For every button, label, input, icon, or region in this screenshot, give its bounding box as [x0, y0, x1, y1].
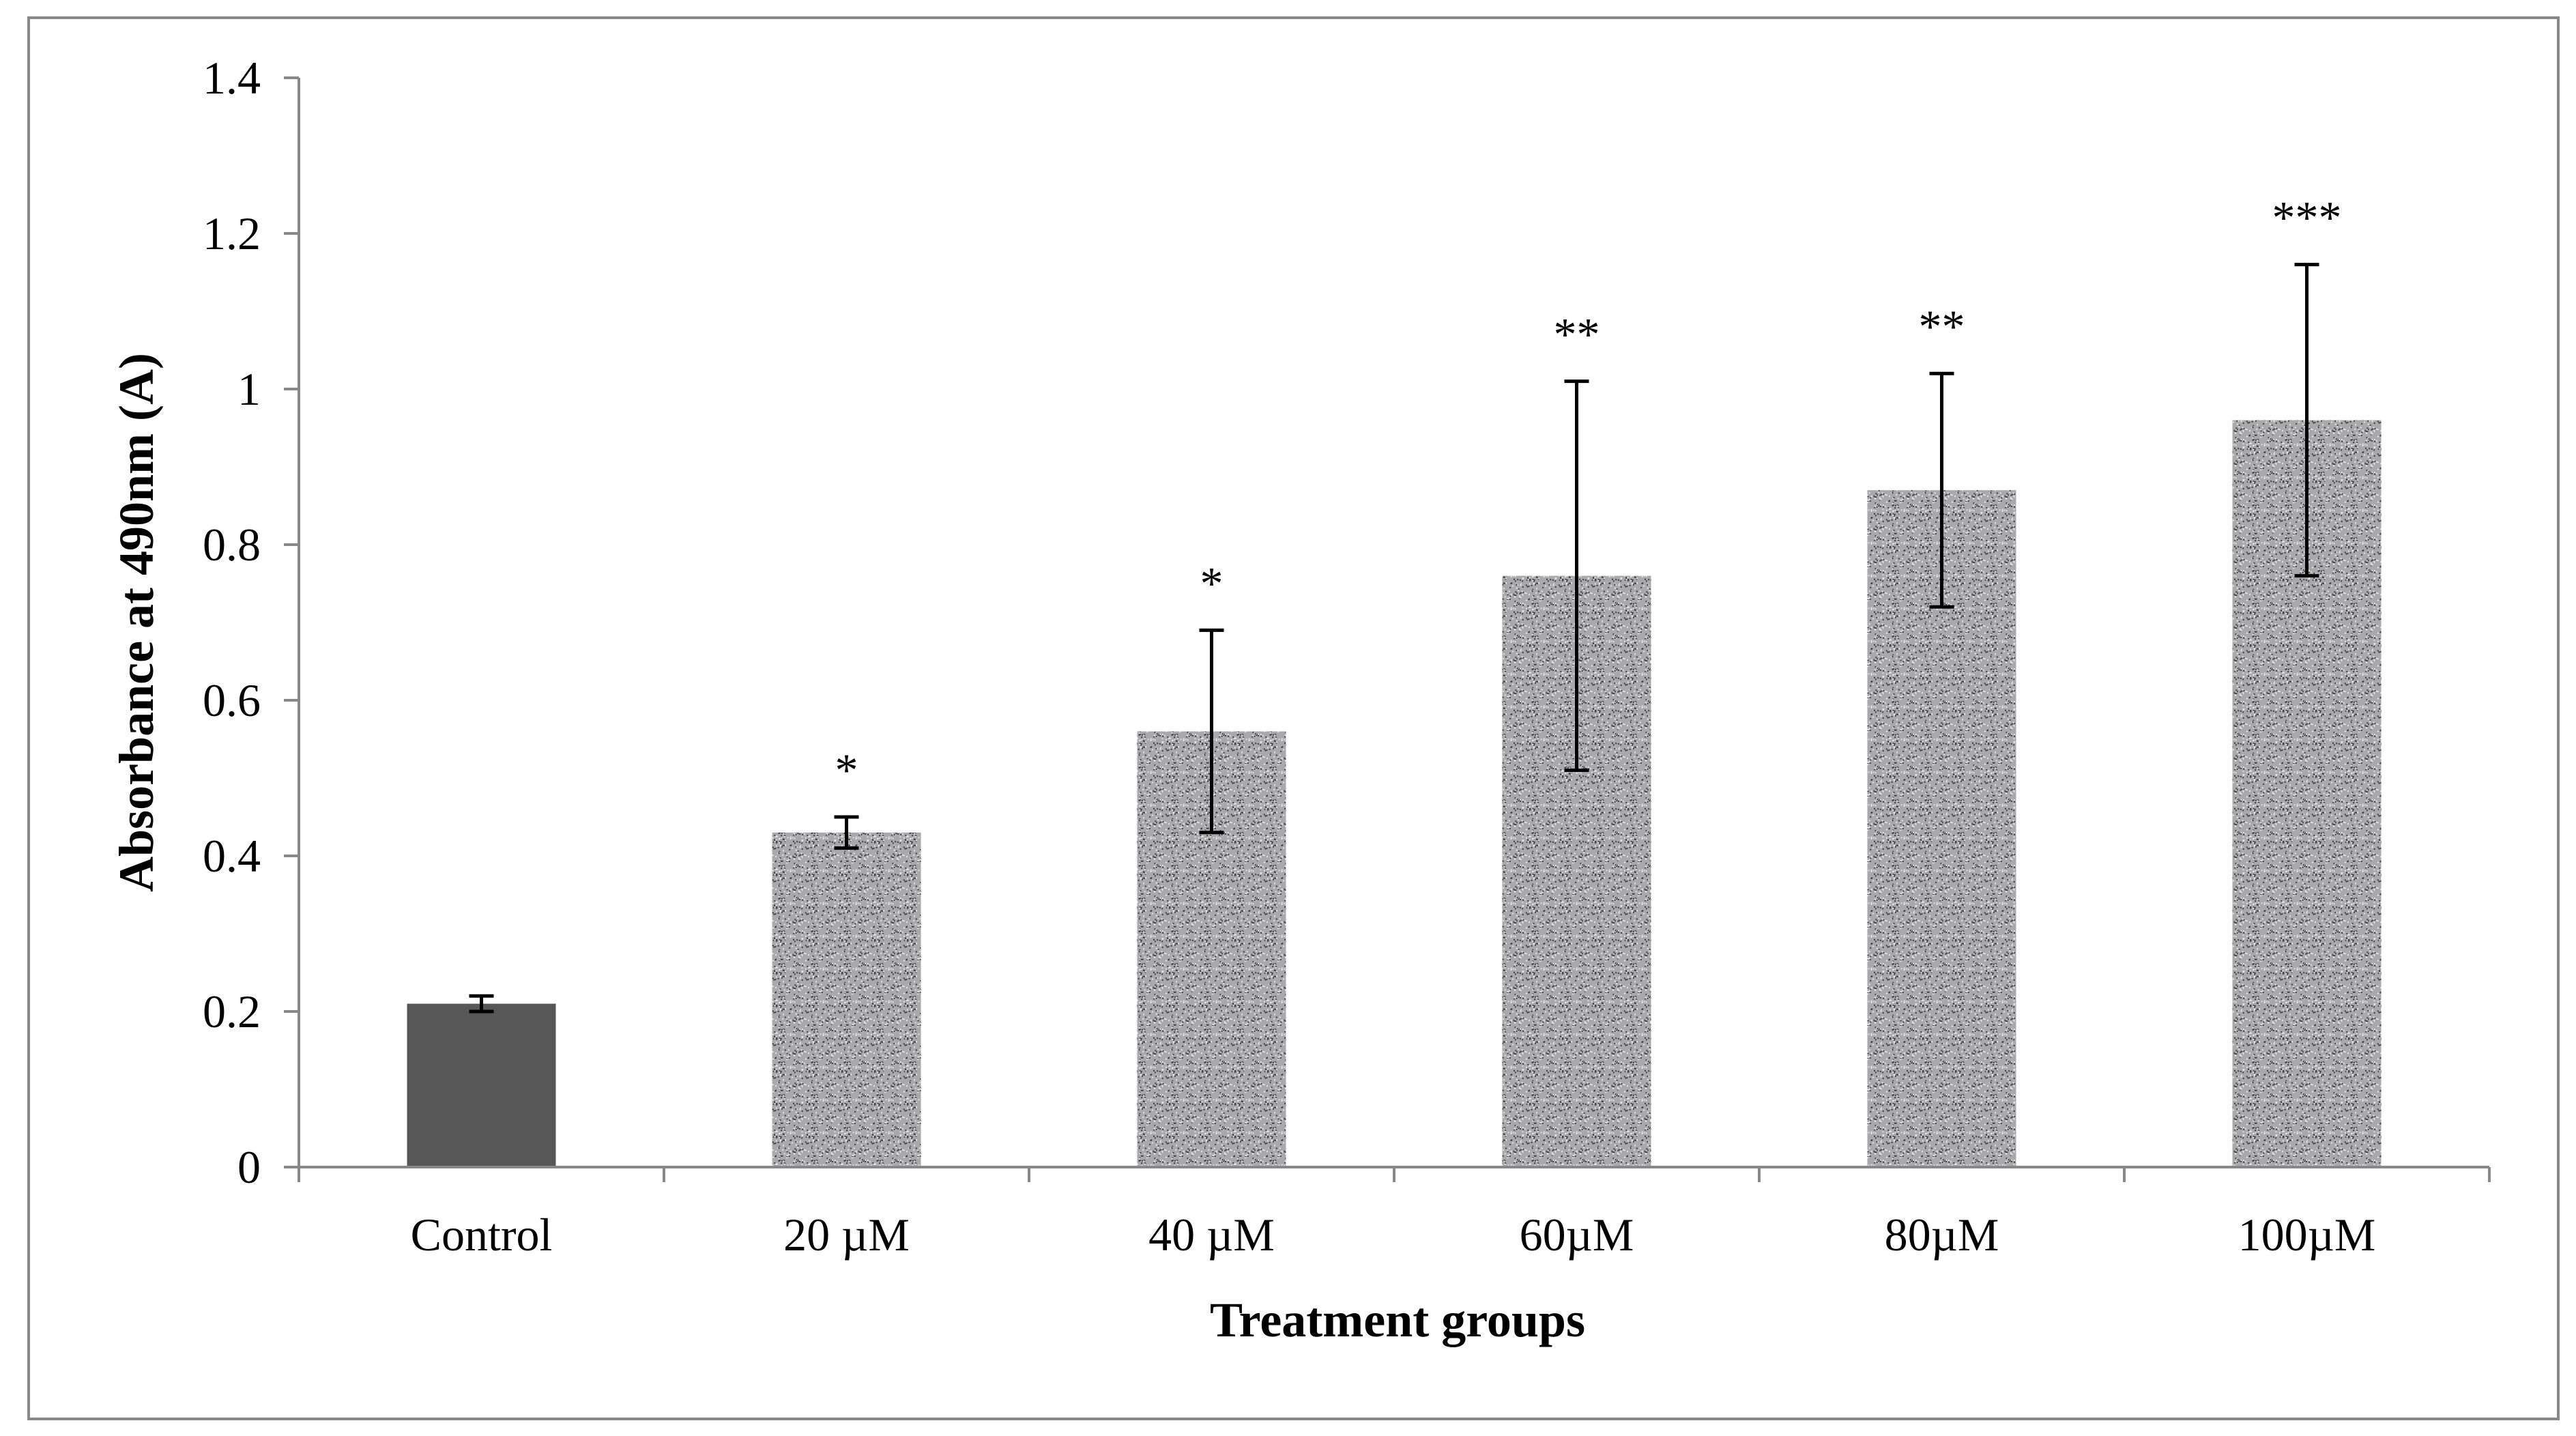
significance-marker-5: **	[1919, 300, 1965, 352]
significance-marker-4: **	[1554, 308, 1600, 360]
significance-marker-2: *	[835, 744, 858, 796]
x-ticks-layer: Control 20 µM 40 µM 60µM 80µM 100µM	[298, 1167, 2491, 1261]
y-tick-label: 0.6	[203, 674, 261, 726]
y-tick-label: 0.8	[203, 519, 261, 571]
chart-border	[27, 16, 2560, 1420]
significance-layer: **** *****	[835, 192, 2342, 796]
x-tick-label: 60µM	[1520, 1209, 1634, 1261]
y-tick-label: 1	[237, 363, 261, 415]
significance-marker-6: ***	[2272, 192, 2342, 244]
y-tick-label: 1.2	[203, 207, 261, 259]
x-tick-label: 20 µM	[783, 1209, 910, 1261]
y-tick-label: 0.4	[203, 830, 261, 882]
bar-1	[407, 1003, 556, 1167]
y-axis-title: Absorbance at 490nm (A)	[109, 353, 164, 892]
bar-2	[772, 832, 921, 1167]
x-tick-label: 100µM	[2238, 1209, 2376, 1261]
y-ticks-layer: 0 0.2 0.4 0.6 0.8 1 1.2 1.4	[203, 52, 299, 1193]
y-tick-label: 0.2	[203, 986, 261, 1037]
significance-marker-3: *	[1200, 557, 1224, 609]
y-tick-label: 1.4	[203, 52, 261, 104]
x-tick-label: 80µM	[1885, 1209, 1999, 1261]
x-axis-title: Treatment groups	[1210, 1293, 1585, 1347]
x-tick-label: 40 µM	[1148, 1209, 1275, 1261]
y-tick-label: 0	[237, 1141, 261, 1193]
x-tick-label: Control	[411, 1209, 553, 1261]
error-bars-layer	[469, 263, 2319, 1014]
